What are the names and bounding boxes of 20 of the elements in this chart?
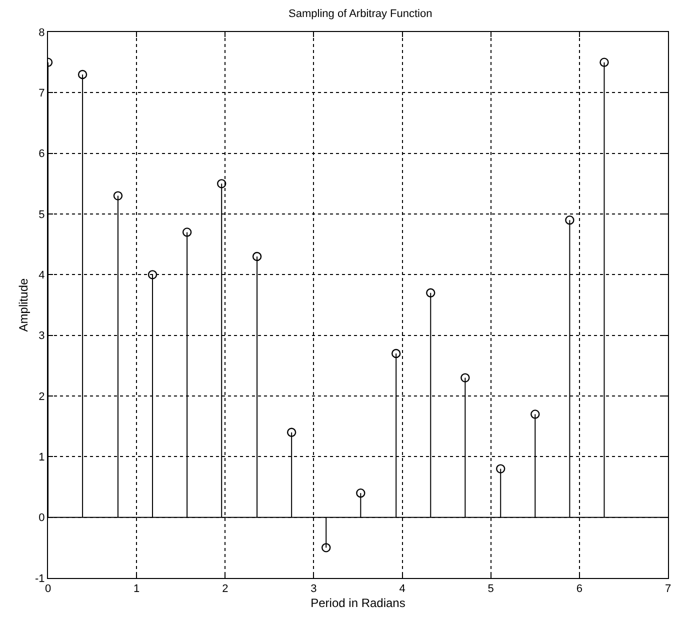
x-tick-label: 3 xyxy=(310,583,317,596)
x-tick-label: 7 xyxy=(664,583,672,596)
y-tick-label: 1 xyxy=(38,452,45,464)
x-tick-label: 5 xyxy=(488,583,494,596)
y-tick-label: 7 xyxy=(38,88,45,100)
y-tick-label: 2 xyxy=(38,390,45,403)
chart-title: Sampling of Arbitray Function xyxy=(288,8,432,20)
x-axis-title: Period in Radians xyxy=(310,596,406,610)
y-tick-label: -1 xyxy=(35,572,45,585)
y-tick-label: 4 xyxy=(38,270,45,282)
x-tick-label: 4 xyxy=(399,583,406,596)
y-tick-label: 8 xyxy=(38,26,45,39)
y-tick-label: 5 xyxy=(38,208,45,221)
x-tick-label: 6 xyxy=(576,583,582,596)
y-tick-label: 6 xyxy=(38,148,45,160)
y-tick-label: 3 xyxy=(38,330,45,342)
y-tick-label: 0 xyxy=(38,512,45,524)
x-tick-label: 2 xyxy=(222,583,228,596)
y-axis-title: Amplitude xyxy=(16,278,30,332)
x-tick-label: 1 xyxy=(134,583,140,596)
